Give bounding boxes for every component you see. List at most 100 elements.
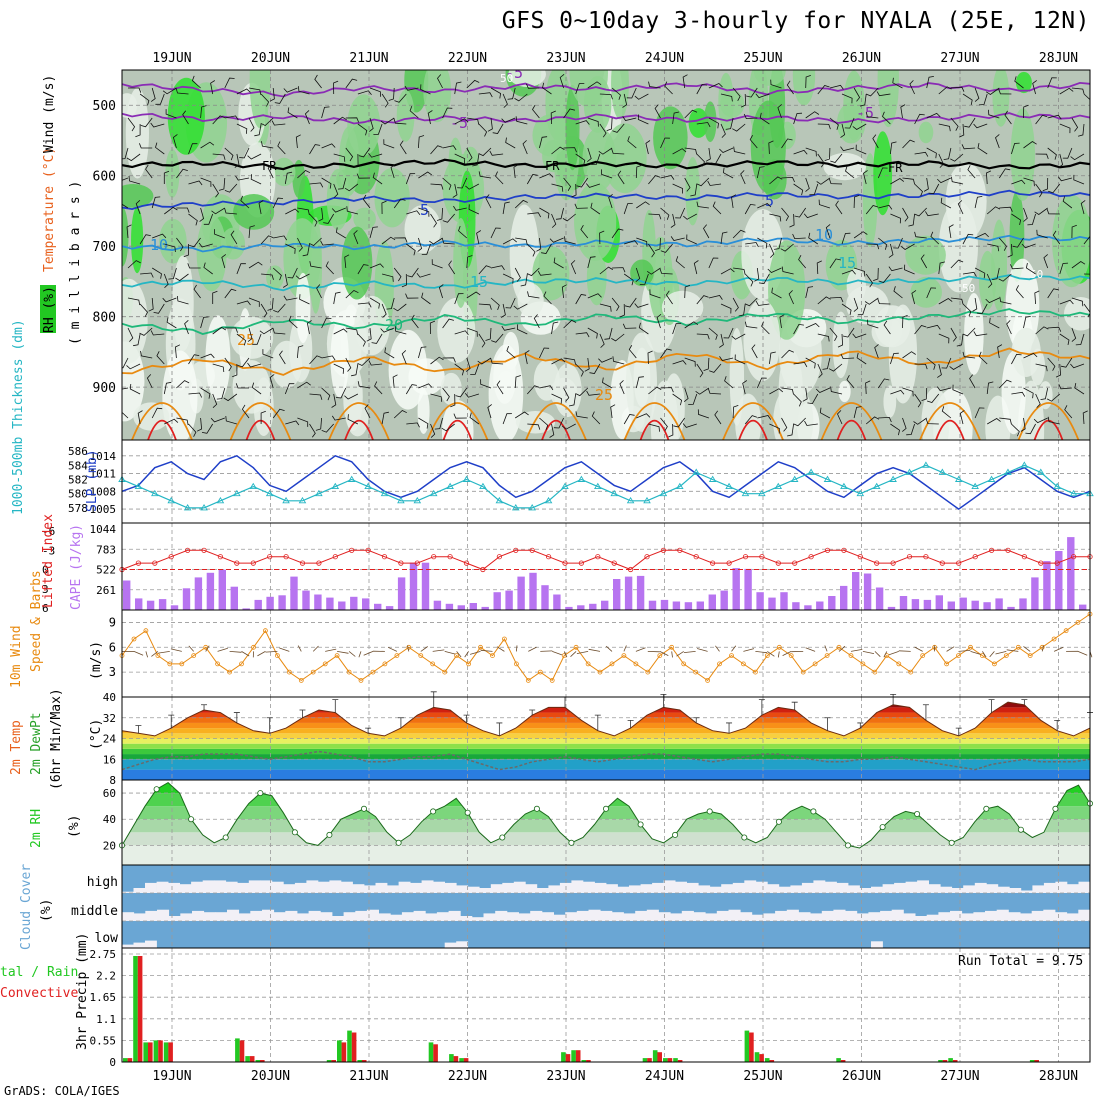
wind-barb-10m (469, 651, 481, 655)
wind-barb (781, 417, 788, 432)
wind-barb (156, 351, 165, 365)
wind-barb (466, 327, 478, 337)
wind-barb (740, 93, 747, 108)
wind-barb (168, 267, 177, 280)
thickness-point (741, 489, 750, 497)
cape-bar (493, 592, 501, 610)
cape-bar (290, 576, 298, 610)
cape-bar (517, 576, 525, 610)
wind-speed-point (442, 669, 448, 675)
wind-barb (357, 333, 366, 347)
wind10-label: 10m Wind (9, 625, 24, 688)
wind-barb (272, 267, 282, 281)
contour-label: 25 (595, 386, 613, 404)
wind-barb (914, 363, 928, 370)
wind-barb (260, 410, 266, 424)
wind-barb (551, 321, 559, 335)
precip-total-bar (347, 1030, 352, 1062)
wind-barb (430, 213, 437, 228)
cloud-clear-cell (859, 888, 872, 893)
rh-shade (330, 319, 349, 398)
wind-barb (430, 183, 444, 190)
wind-barb (1055, 363, 1062, 378)
wind-barb (212, 393, 218, 408)
wind-barb (1047, 147, 1057, 160)
wind-barb (598, 357, 613, 363)
wind-barb (1040, 387, 1049, 400)
cloud-clear-cell (341, 881, 353, 893)
wind-barb (853, 297, 859, 312)
wind-barb (789, 213, 795, 228)
wind-barb (793, 393, 802, 407)
wind-barb (1062, 196, 1073, 209)
wind-barb (853, 195, 860, 209)
cloud-clear-cell (917, 880, 929, 893)
wind-barb (865, 273, 873, 288)
wind-barb (941, 357, 952, 369)
rh-shade (159, 218, 187, 264)
precip-total-bar (663, 1058, 668, 1062)
wind-barb (315, 417, 322, 431)
cloud-clear-cell (635, 910, 648, 921)
isotherm-30-loop (229, 402, 292, 440)
wind-barb (864, 297, 879, 305)
wind-barb (369, 117, 374, 132)
temp-band (122, 738, 1090, 744)
wind-barb (1047, 357, 1056, 371)
wind-barb-10m (731, 645, 737, 652)
wind-barb (877, 167, 888, 179)
cape-bar (971, 600, 979, 610)
wind-barb (527, 243, 536, 257)
wind-barb (882, 111, 891, 125)
wind-barb (430, 356, 444, 365)
rh-shade (938, 201, 978, 293)
wind-barb (805, 286, 814, 299)
wind-barb (418, 135, 425, 149)
wind-barb (563, 177, 572, 192)
wind-barb (232, 364, 238, 378)
wind-barb (1048, 183, 1061, 194)
wind-barb (755, 300, 770, 306)
wind-barb (427, 110, 433, 125)
cape-bar (194, 577, 203, 610)
cloud-clear-cell (273, 912, 286, 921)
wind-barb (405, 173, 416, 185)
cape-ytick: 522 (96, 564, 116, 577)
cloud-clear-cell (202, 880, 215, 893)
wind-barb (624, 297, 637, 308)
wind-barb (561, 284, 567, 299)
minmax-label: (6hr Min/Max) (49, 688, 64, 790)
precip-conv-bar (942, 1060, 948, 1062)
wind-barb (817, 363, 823, 378)
wind-barb (1027, 213, 1036, 226)
wind-barb (793, 362, 808, 368)
rh-shade (846, 285, 889, 325)
wind-barb (122, 177, 129, 181)
thickness-point (659, 489, 668, 497)
thickness-line (121, 464, 1090, 509)
wind-barb (254, 123, 262, 137)
li-point (414, 560, 420, 566)
wind-barb-10m (995, 651, 1007, 655)
li-point (381, 554, 388, 560)
wind-barb (448, 260, 456, 275)
wind-barb (623, 273, 634, 286)
cape-bar (959, 597, 967, 610)
wind-barb (502, 238, 517, 245)
slp-line (121, 454, 1091, 511)
li-point (217, 554, 223, 560)
wind-barb (627, 136, 637, 149)
wind-barb (1071, 297, 1084, 307)
wind-barb (1077, 123, 1085, 137)
wind-barb (794, 207, 807, 218)
wind-barb (817, 123, 831, 130)
wind-barb (598, 147, 613, 155)
wind-speed-point (239, 661, 244, 667)
wind-barb (188, 180, 203, 186)
wind-barb (825, 224, 831, 239)
wind-barb (345, 327, 359, 335)
rh-shade (688, 108, 709, 138)
wind-barb (1046, 208, 1060, 215)
precip-total-bar (754, 1052, 760, 1062)
wind-barb (1059, 262, 1069, 275)
